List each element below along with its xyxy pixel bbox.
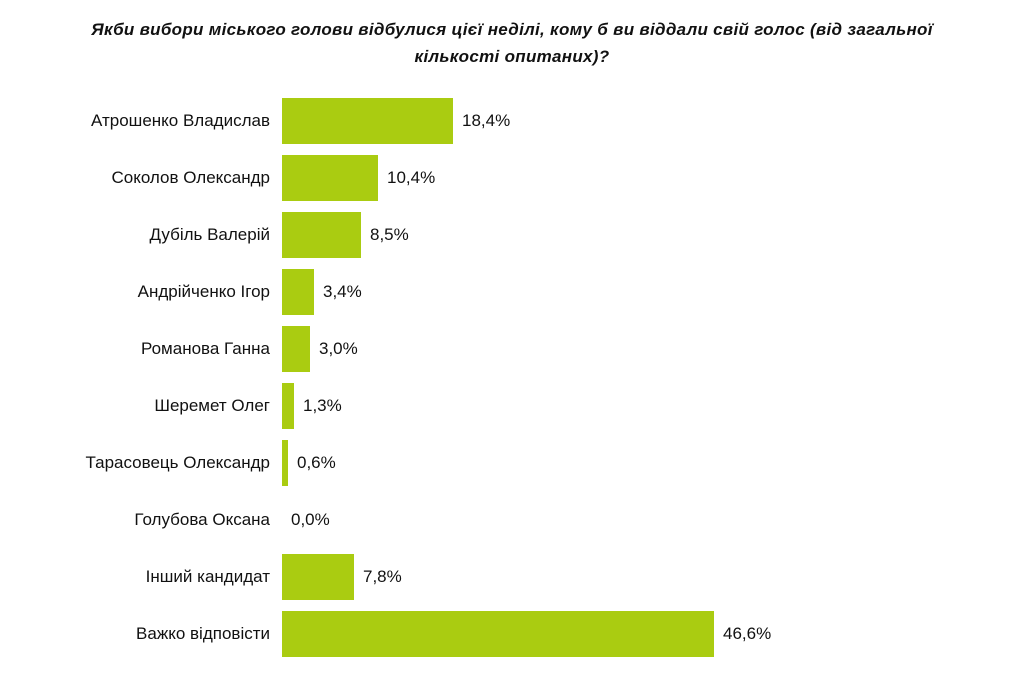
- value-label: 3,4%: [323, 281, 362, 301]
- bar-row: Шеремет Олег 1,3%: [10, 377, 1024, 434]
- chart-rows: Атрошенко Владислав 18,4% Соколов Олекса…: [0, 92, 1024, 662]
- bar-track: 1,3%: [282, 377, 1024, 434]
- value-label: 8,5%: [370, 224, 409, 244]
- bar: [282, 154, 378, 201]
- value-label: 7,8%: [363, 566, 402, 586]
- value-label: 18,4%: [462, 110, 511, 130]
- category-label: Важко відповісти: [136, 623, 270, 643]
- bar-track: 3,0%: [282, 320, 1024, 377]
- bar: [282, 268, 314, 315]
- bar-track: 7,8%: [282, 548, 1024, 605]
- value-label: 10,4%: [387, 167, 436, 187]
- bar-row: Важко відповісти 46,6%: [10, 605, 1024, 662]
- bar: [282, 97, 453, 144]
- bar: [282, 382, 294, 429]
- category-label: Шеремет Олег: [154, 395, 270, 415]
- value-label: 1,3%: [303, 395, 342, 415]
- bar-track: 0,0%: [282, 491, 1024, 548]
- bar-track: 3,4%: [282, 263, 1024, 320]
- bar-row: Атрошенко Владислав 18,4%: [10, 92, 1024, 149]
- value-label: 0,6%: [297, 452, 336, 472]
- bar-row: Тарасовець Олександр 0,6%: [10, 434, 1024, 491]
- bar-row: Дубіль Валерій 8,5%: [10, 206, 1024, 263]
- bar: [282, 325, 310, 372]
- bar: [282, 553, 354, 600]
- category-label: Тарасовець Олександр: [85, 452, 271, 472]
- bar-track: 18,4%: [282, 92, 1024, 149]
- bar: [282, 439, 288, 486]
- category-label: Соколов Олександр: [111, 167, 270, 187]
- bar-row: Інший кандидат 7,8%: [10, 548, 1024, 605]
- category-label: Голубова Оксана: [134, 509, 270, 529]
- bar-track: 8,5%: [282, 206, 1024, 263]
- chart-title: Якби вибори міського голови відбулися ці…: [91, 20, 933, 67]
- category-label: Андрійченко Ігор: [137, 281, 270, 301]
- value-label: 3,0%: [319, 338, 358, 358]
- value-label: 0,0%: [291, 509, 330, 529]
- bar-track: 0,6%: [282, 434, 1024, 491]
- bar-row: Романова Ганна 3,0%: [10, 320, 1024, 377]
- category-label: Романова Ганна: [141, 338, 270, 358]
- bar-row: Соколов Олександр 10,4%: [10, 149, 1024, 206]
- bar-row: Андрійченко Ігор 3,4%: [10, 263, 1024, 320]
- category-label: Атрошенко Владислав: [91, 110, 270, 130]
- bar-row: Голубова Оксана 0,0%: [10, 491, 1024, 548]
- value-label: 46,6%: [723, 623, 772, 643]
- bar: [282, 211, 361, 258]
- bar-track: 10,4%: [282, 149, 1024, 206]
- bar-track: 46,6%: [282, 605, 1024, 662]
- bar: [282, 610, 714, 657]
- category-label: Інший кандидат: [145, 566, 270, 586]
- category-label: Дубіль Валерій: [149, 224, 271, 244]
